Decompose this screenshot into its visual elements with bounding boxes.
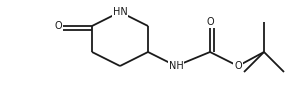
- Text: NH: NH: [169, 61, 183, 71]
- Text: O: O: [234, 61, 242, 71]
- Text: O: O: [206, 17, 214, 27]
- Text: HN: HN: [113, 7, 127, 17]
- Text: O: O: [54, 21, 62, 31]
